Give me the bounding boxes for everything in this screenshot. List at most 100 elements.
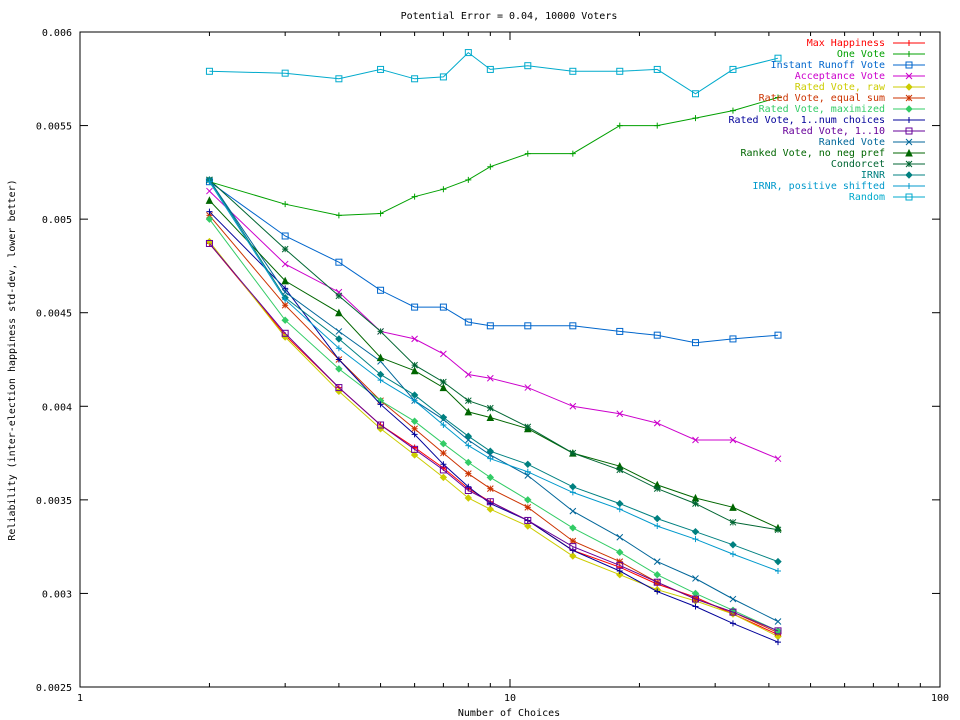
data-point — [729, 65, 737, 73]
data-point — [465, 442, 472, 449]
series-line — [209, 97, 779, 216]
data-point — [729, 620, 736, 627]
data-point — [524, 62, 532, 70]
data-point — [486, 374, 494, 382]
data-point — [281, 260, 289, 268]
data-point — [692, 500, 699, 507]
data-point — [729, 551, 736, 558]
legend-label: IRNR, positive shifted — [753, 181, 885, 192]
data-point — [524, 472, 532, 479]
data-point — [411, 303, 419, 311]
data-point — [569, 552, 577, 560]
series-line — [208, 218, 779, 632]
series-11 — [206, 176, 782, 534]
legend-label: Ranked Vote — [819, 137, 885, 148]
data-point — [377, 421, 385, 429]
series-line — [209, 215, 779, 634]
data-point — [774, 639, 781, 646]
data-point — [486, 498, 494, 506]
data-point — [905, 138, 913, 146]
series-5 — [206, 212, 782, 637]
data-point — [616, 533, 624, 541]
data-point — [616, 506, 623, 513]
data-point — [486, 322, 494, 330]
data-point — [411, 193, 418, 200]
data-point — [411, 75, 419, 83]
data-point — [774, 567, 781, 574]
data-point — [692, 575, 699, 582]
data-point — [774, 618, 782, 625]
data-point — [464, 487, 472, 494]
series-line — [208, 179, 779, 622]
data-point — [524, 322, 532, 330]
data-point — [439, 440, 448, 448]
x-tick-label: 100 — [931, 693, 949, 704]
data-point — [524, 468, 531, 475]
series-line — [209, 243, 779, 632]
data-point — [335, 365, 343, 373]
data-point — [774, 455, 782, 463]
y-tick-label: 0.0035 — [36, 496, 72, 507]
data-point — [692, 436, 699, 444]
data-point — [905, 193, 913, 201]
data-point — [691, 589, 700, 598]
data-point — [440, 186, 447, 193]
data-point — [205, 215, 214, 223]
data-point — [653, 514, 661, 523]
data-point — [410, 451, 419, 459]
data-point — [616, 567, 623, 574]
data-point — [486, 404, 494, 412]
data-point — [616, 558, 624, 565]
data-point — [616, 67, 624, 75]
data-point — [569, 150, 576, 157]
data-point — [377, 328, 384, 335]
legend-label: Rated Vote, raw — [795, 82, 886, 93]
data-point — [692, 115, 699, 122]
data-point — [729, 436, 737, 444]
data-point — [440, 350, 447, 358]
data-point — [616, 561, 624, 569]
data-point — [486, 473, 495, 482]
data-point — [205, 67, 213, 75]
data-point — [906, 40, 912, 46]
data-point — [524, 522, 532, 530]
data-point — [335, 328, 343, 335]
data-point — [487, 455, 494, 462]
series-13 — [206, 178, 781, 574]
series-9 — [206, 176, 782, 625]
data-point — [411, 445, 419, 453]
data-point — [692, 603, 699, 610]
legend-label: Rated Vote, 1..num choices — [728, 115, 885, 126]
data-point — [464, 371, 472, 378]
y-tick-label: 0.006 — [42, 28, 72, 39]
y-tick-label: 0.0045 — [36, 309, 72, 320]
data-point — [905, 171, 913, 179]
data-point — [440, 461, 447, 468]
data-point — [524, 503, 532, 511]
data-point — [377, 65, 385, 73]
data-point — [486, 485, 494, 492]
data-point — [653, 331, 661, 339]
data-point — [206, 208, 213, 215]
data-point — [905, 72, 913, 80]
data-point — [486, 447, 495, 455]
chart-title: Potential Error = 0.04, 10000 Voters — [401, 11, 618, 22]
data-point — [440, 422, 447, 428]
data-point — [465, 176, 472, 183]
data-point — [439, 303, 447, 311]
data-point — [691, 493, 700, 502]
data-point — [691, 339, 699, 347]
y-tick-label: 0.003 — [42, 589, 72, 600]
data-point — [465, 483, 472, 490]
data-point — [774, 557, 782, 566]
data-point — [569, 507, 577, 515]
series-12 — [205, 176, 782, 566]
data-point — [905, 83, 913, 91]
data-point — [464, 318, 472, 326]
data-point — [377, 210, 384, 217]
y-axis-label: Reliability (inter-election happiness st… — [7, 179, 18, 540]
data-point — [335, 258, 343, 266]
data-point — [653, 558, 661, 565]
data-point — [205, 239, 213, 247]
data-point — [569, 449, 577, 457]
